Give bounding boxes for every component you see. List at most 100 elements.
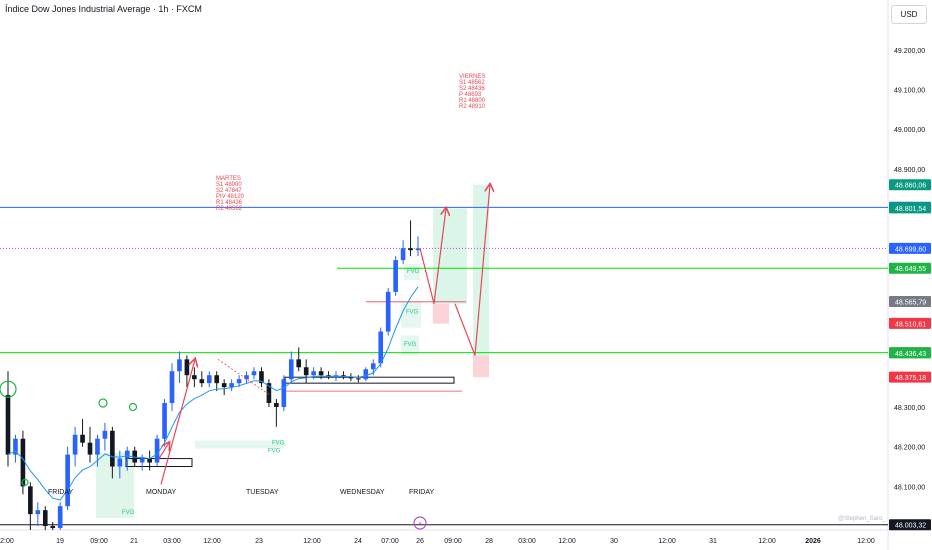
- candle-body: [415, 248, 421, 251]
- candle-body: [311, 371, 316, 376]
- candle-body: [385, 291, 391, 332]
- projection-arrow: [419, 209, 446, 304]
- y-axis-tick-label: 48.900,00: [894, 167, 925, 174]
- x-axis-tick-label: 26: [416, 538, 424, 545]
- martes-pivot-text: PIV 48120: [216, 194, 245, 200]
- candle-body: [192, 375, 197, 380]
- y-axis-tick-label: 48.200,00: [894, 445, 925, 452]
- candle-body: [169, 371, 175, 403]
- candle-body: [13, 438, 18, 455]
- candle-body: [139, 458, 145, 463]
- candle-body: [184, 359, 190, 376]
- x-axis-tick-label: 24: [354, 538, 362, 545]
- price-label-bg: [889, 317, 931, 329]
- x-axis-tick-label: 23: [255, 538, 263, 545]
- fvg-label: FVG: [407, 269, 420, 275]
- day-label: TUESDAY: [246, 489, 279, 496]
- x-axis-tick-label: 28: [485, 538, 493, 545]
- candle-body: [303, 367, 309, 376]
- y-axis-tick-label: 48.300,00: [894, 405, 925, 412]
- candle-body: [259, 371, 264, 384]
- fvg-label: FVG: [406, 310, 419, 316]
- price-label-text: 48.860,06: [895, 183, 926, 190]
- price-label-bg: [889, 202, 931, 214]
- swing-marker-circle: [0, 380, 17, 398]
- viernes-pivot-text: R2 48910: [459, 104, 486, 110]
- x-axis-tick-label: 09:00: [444, 538, 462, 545]
- candle-body: [266, 383, 272, 403]
- x-axis-tick-label: 12:00: [857, 538, 875, 545]
- martes-pivot-text: S2 47847: [216, 188, 242, 194]
- viernes-pivot-text: S1 48562: [459, 80, 485, 86]
- price-label-text: 48.699,60: [895, 246, 926, 253]
- candle-body: [154, 438, 160, 463]
- projection-arrow: [160, 359, 195, 485]
- candle-body: [281, 379, 287, 407]
- swing-marker-circle: [98, 398, 108, 408]
- fvg-zone-wed-1: [401, 301, 421, 328]
- fvg-zone-monday: [96, 452, 134, 519]
- candle-body: [274, 403, 279, 407]
- candle-body: [348, 377, 354, 379]
- martes-pivot-text: R2 48562: [216, 206, 243, 212]
- diagonal-trendline: [217, 359, 271, 396]
- fvg-label: FVG: [404, 342, 417, 348]
- price-label-text: 48.565,79: [895, 299, 926, 306]
- day-label: WEDNESDAY: [340, 489, 385, 496]
- price-label-bg: [889, 347, 931, 359]
- candle-body: [95, 438, 100, 455]
- x-axis-tick-label: 12:00: [203, 538, 221, 545]
- day-label: FRIDAY: [409, 489, 434, 496]
- candle-body: [288, 359, 294, 380]
- candle-body: [177, 359, 182, 372]
- candle-body: [214, 375, 220, 384]
- x-axis-tick-label: 12:00: [303, 538, 321, 545]
- stop-zone-1: [433, 303, 449, 324]
- candle-body: [236, 379, 242, 384]
- x-axis-tick-label: 07:00: [381, 538, 399, 545]
- candle-body: [318, 371, 324, 376]
- projection-arrow: [158, 443, 169, 459]
- candle-body: [102, 430, 108, 439]
- price-label-text: 48.649,55: [895, 266, 926, 273]
- candle-body: [400, 248, 406, 261]
- candle-body: [356, 378, 361, 380]
- viernes-pivot-text: VIERNES: [459, 74, 485, 80]
- candle-body: [50, 526, 56, 529]
- price-label-bg: [889, 179, 931, 191]
- x-axis-tick-label: 12:00: [658, 538, 676, 545]
- x-axis-tick-label: 03:00: [163, 538, 181, 545]
- moving-average-line: [7, 286, 419, 501]
- price-label-text: 48.801,54: [895, 206, 926, 213]
- x-axis-tick-label: 12:00: [0, 538, 14, 545]
- y-axis-tick-label: 49.200,00: [894, 48, 925, 55]
- target-zone-2: [473, 184, 489, 356]
- x-axis-tick-label: 12:00: [558, 538, 576, 545]
- price-label-bg: [889, 295, 931, 307]
- y-axis-tick-label: 49.100,00: [894, 87, 925, 94]
- candle-body: [370, 363, 376, 370]
- currency-selector[interactable]: USD: [891, 5, 927, 24]
- martes-pivot-text: S1 48000: [216, 182, 242, 188]
- candle-body: [229, 383, 234, 388]
- x-axis-tick-label: 30: [610, 538, 618, 545]
- target-zone-1: [433, 208, 467, 304]
- price-label-bg: [889, 371, 931, 383]
- price-label-bg: [889, 262, 931, 274]
- candle-body: [72, 434, 78, 455]
- x-axis-tick-label: 21: [130, 538, 138, 545]
- chart-title: Índice Dow Jones Industrial Average · 1h…: [5, 4, 202, 14]
- martes-pivot-text: R1 48436: [216, 200, 243, 206]
- x-axis-tick-label: 12:00: [758, 538, 776, 545]
- candle-body: [42, 510, 48, 527]
- candle-body: [65, 454, 70, 507]
- fvg-zone-tuesday: [195, 440, 285, 449]
- stop-zone-2: [473, 355, 489, 378]
- watermark: @Stephen_Saro_: [838, 516, 886, 522]
- candle-body: [162, 403, 167, 439]
- candle-body: [35, 510, 41, 515]
- price-label-text: 48.436,43: [895, 351, 926, 358]
- fvg-label: FVG: [268, 449, 281, 455]
- candle-body: [244, 375, 249, 380]
